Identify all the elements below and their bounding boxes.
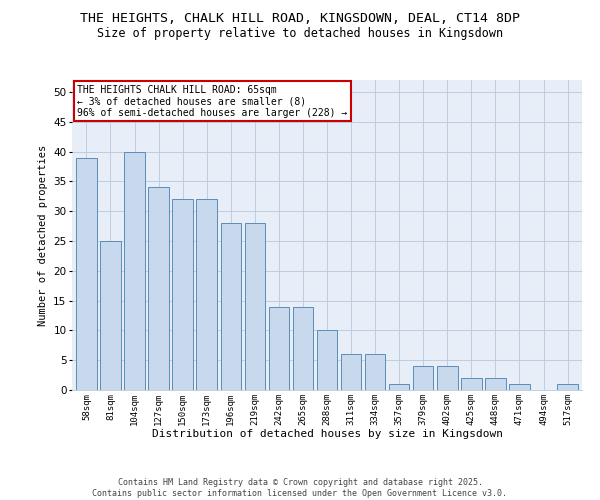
Bar <box>437 366 458 390</box>
Bar <box>245 223 265 390</box>
Y-axis label: Number of detached properties: Number of detached properties <box>38 144 47 326</box>
Bar <box>172 199 193 390</box>
Bar <box>269 306 289 390</box>
Bar <box>413 366 433 390</box>
Bar <box>341 354 361 390</box>
Bar <box>100 241 121 390</box>
Bar <box>293 306 313 390</box>
Bar <box>557 384 578 390</box>
Bar <box>485 378 506 390</box>
Text: Size of property relative to detached houses in Kingsdown: Size of property relative to detached ho… <box>97 28 503 40</box>
Bar <box>461 378 482 390</box>
Bar <box>509 384 530 390</box>
Bar <box>196 199 217 390</box>
Bar <box>221 223 241 390</box>
Text: THE HEIGHTS, CHALK HILL ROAD, KINGSDOWN, DEAL, CT14 8DP: THE HEIGHTS, CHALK HILL ROAD, KINGSDOWN,… <box>80 12 520 26</box>
Bar <box>148 188 169 390</box>
Bar <box>76 158 97 390</box>
Text: Contains HM Land Registry data © Crown copyright and database right 2025.
Contai: Contains HM Land Registry data © Crown c… <box>92 478 508 498</box>
Bar <box>365 354 385 390</box>
X-axis label: Distribution of detached houses by size in Kingsdown: Distribution of detached houses by size … <box>151 429 503 439</box>
Bar <box>124 152 145 390</box>
Bar <box>389 384 409 390</box>
Text: THE HEIGHTS CHALK HILL ROAD: 65sqm
← 3% of detached houses are smaller (8)
96% o: THE HEIGHTS CHALK HILL ROAD: 65sqm ← 3% … <box>77 84 347 118</box>
Bar <box>317 330 337 390</box>
